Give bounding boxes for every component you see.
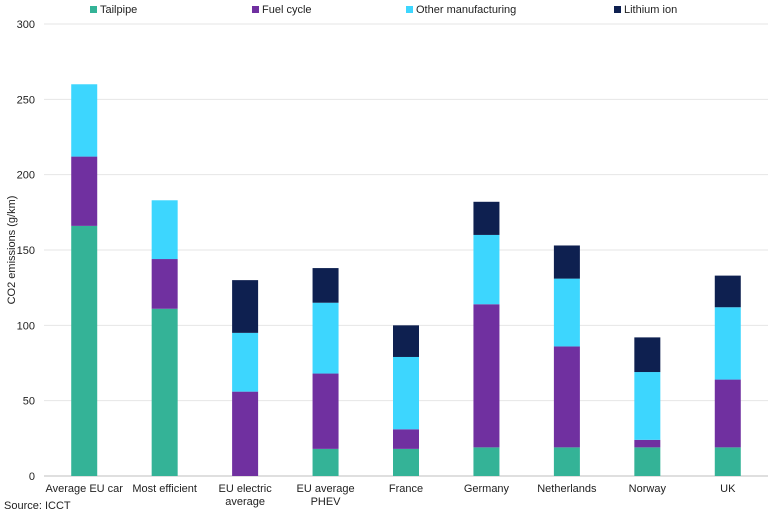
bar-segment — [232, 280, 259, 333]
y-tick-label: 50 — [23, 396, 35, 408]
bar-segment — [473, 447, 500, 476]
bar-segment — [634, 372, 661, 440]
x-tick-label: Germany — [464, 483, 510, 495]
bar-segment — [312, 302, 339, 374]
x-tick-label: EU electric average — [219, 483, 273, 508]
bar-segment — [393, 356, 419, 430]
x-tick-label: Netherlands — [537, 483, 597, 495]
bar-segment — [473, 234, 500, 305]
bar-segment — [634, 447, 661, 476]
x-tick-label: UK — [720, 483, 736, 495]
bar-segment — [553, 346, 580, 448]
bar-segment — [473, 304, 500, 448]
legend-label: Fuel cycle — [262, 4, 312, 16]
x-tick-label: France — [389, 483, 423, 495]
legend-swatch — [614, 6, 621, 13]
legend-swatch — [406, 6, 413, 13]
bar-segment — [312, 268, 339, 303]
legend: Tailpipe Fuel cycle Other manufacturing Lit… — [90, 4, 677, 16]
legend-label: Other manufacturing — [416, 4, 516, 16]
y-axis-ticks: 0 50 100 150 200 250 300 — [17, 19, 35, 483]
x-tick-label: EU average PHEV — [297, 483, 355, 508]
bars — [71, 84, 741, 476]
y-tick-label: 0 — [29, 471, 35, 483]
bar-segment — [71, 225, 98, 476]
y-tick-label: 300 — [17, 19, 35, 31]
x-tick-label: Most efficient — [132, 483, 197, 495]
bar-segment — [393, 325, 419, 357]
y-tick-label: 200 — [17, 170, 35, 182]
bar-segment — [393, 448, 419, 476]
bar-segment — [714, 447, 741, 476]
legend-label: Tailpipe — [100, 4, 137, 16]
bar-segment — [312, 373, 339, 449]
bar-segment — [634, 439, 661, 448]
bar-segment — [393, 429, 419, 449]
bar-segment — [151, 259, 178, 309]
bar-segment — [312, 448, 339, 476]
x-axis-ticks: Average EU car Most efficient EU electric a… — [45, 483, 736, 508]
bar-segment — [473, 201, 500, 235]
legend-swatch — [90, 6, 97, 13]
x-tick-label: Norway — [629, 483, 667, 495]
bar-segment — [71, 84, 98, 157]
y-tick-label: 150 — [17, 245, 35, 257]
source-note: Source: ICCT — [4, 500, 71, 512]
y-tick-label: 250 — [17, 94, 35, 106]
bar-segment — [232, 332, 259, 392]
bar-segment — [553, 447, 580, 476]
bar-segment — [151, 200, 178, 260]
bar-segment — [151, 308, 178, 476]
bar-segment — [634, 337, 661, 373]
bar-segment — [714, 275, 741, 308]
bar-segment — [714, 307, 741, 380]
bar-segment — [232, 391, 259, 476]
bar-segment — [71, 156, 98, 226]
bar-segment — [714, 379, 741, 448]
legend-swatch — [252, 6, 259, 13]
y-axis-label: CO2 emissions (g/km) — [6, 196, 18, 305]
x-tick-label: Average EU car — [45, 483, 123, 495]
bar-segment — [553, 278, 580, 347]
legend-label: Lithium ion — [624, 4, 677, 16]
y-tick-label: 100 — [17, 320, 35, 332]
bar-segment — [553, 245, 580, 279]
